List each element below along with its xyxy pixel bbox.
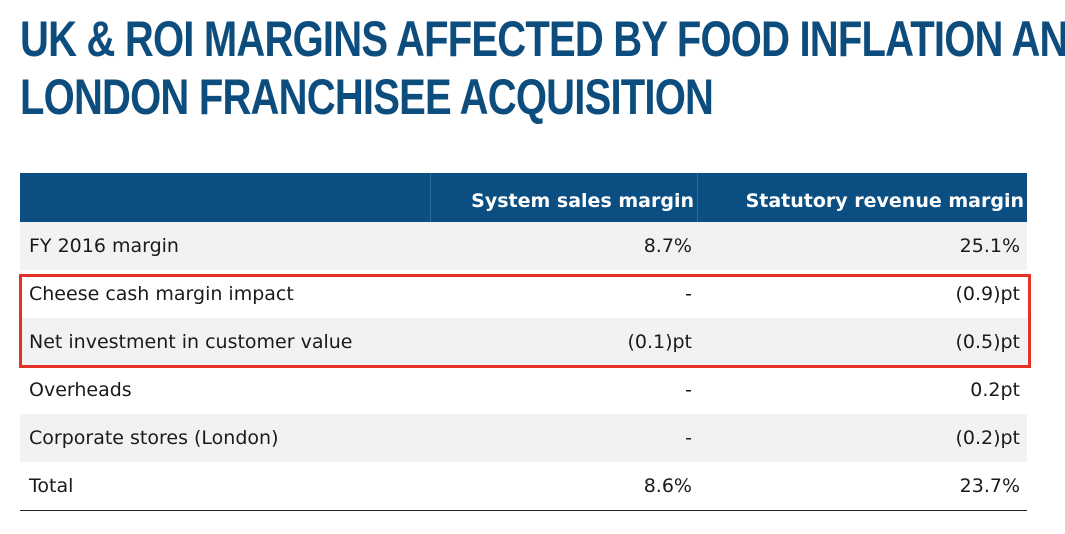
- table-row: Corporate stores (London) - (0.2)pt: [20, 414, 1027, 462]
- table-bottom-rule: [20, 510, 1027, 511]
- row-statutory-value: (0.2)pt: [955, 427, 1020, 449]
- row-label: Net investment in customer value: [29, 331, 353, 353]
- header-statutory-revenue-margin: Statutory revenue margin: [745, 190, 1024, 212]
- row-label: Total: [29, 475, 74, 497]
- table-row: Cheese cash margin impact - (0.9)pt: [20, 270, 1027, 318]
- table-row-total: Total 8.6% 23.7%: [20, 462, 1027, 510]
- table-row: Overheads - 0.2pt: [20, 366, 1027, 414]
- row-system-value: (0.1)pt: [627, 331, 692, 353]
- title-line-1: UK & ROI MARGINS AFFECTED BY FOOD INFLAT…: [20, 11, 1065, 67]
- row-label: Overheads: [29, 379, 132, 401]
- row-system-value: -: [685, 427, 692, 449]
- row-system-value: -: [685, 283, 692, 305]
- row-statutory-value: 0.2pt: [970, 379, 1020, 401]
- table-row: Net investment in customer value (0.1)pt…: [20, 318, 1027, 366]
- row-statutory-value: 23.7%: [959, 475, 1020, 497]
- page-title: UK & ROI MARGINS AFFECTED BY FOOD INFLAT…: [20, 10, 1065, 126]
- margins-table: System sales margin Statutory revenue ma…: [20, 173, 1027, 511]
- row-system-value: 8.6%: [643, 475, 692, 497]
- header-label-cell: [20, 173, 431, 222]
- row-system-value: 8.7%: [643, 235, 692, 257]
- row-label: FY 2016 margin: [29, 235, 179, 257]
- table-header: System sales margin Statutory revenue ma…: [20, 173, 1027, 222]
- row-label: Corporate stores (London): [29, 427, 279, 449]
- row-label: Cheese cash margin impact: [29, 283, 294, 305]
- row-statutory-value: 25.1%: [959, 235, 1020, 257]
- row-system-value: -: [685, 379, 692, 401]
- title-line-2: LONDON FRANCHISEE ACQUISITION: [20, 69, 714, 125]
- row-statutory-value: (0.9)pt: [955, 283, 1020, 305]
- row-statutory-value: (0.5)pt: [955, 331, 1020, 353]
- header-system-sales-margin: System sales margin: [431, 173, 698, 222]
- table-row: FY 2016 margin 8.7% 25.1%: [20, 222, 1027, 270]
